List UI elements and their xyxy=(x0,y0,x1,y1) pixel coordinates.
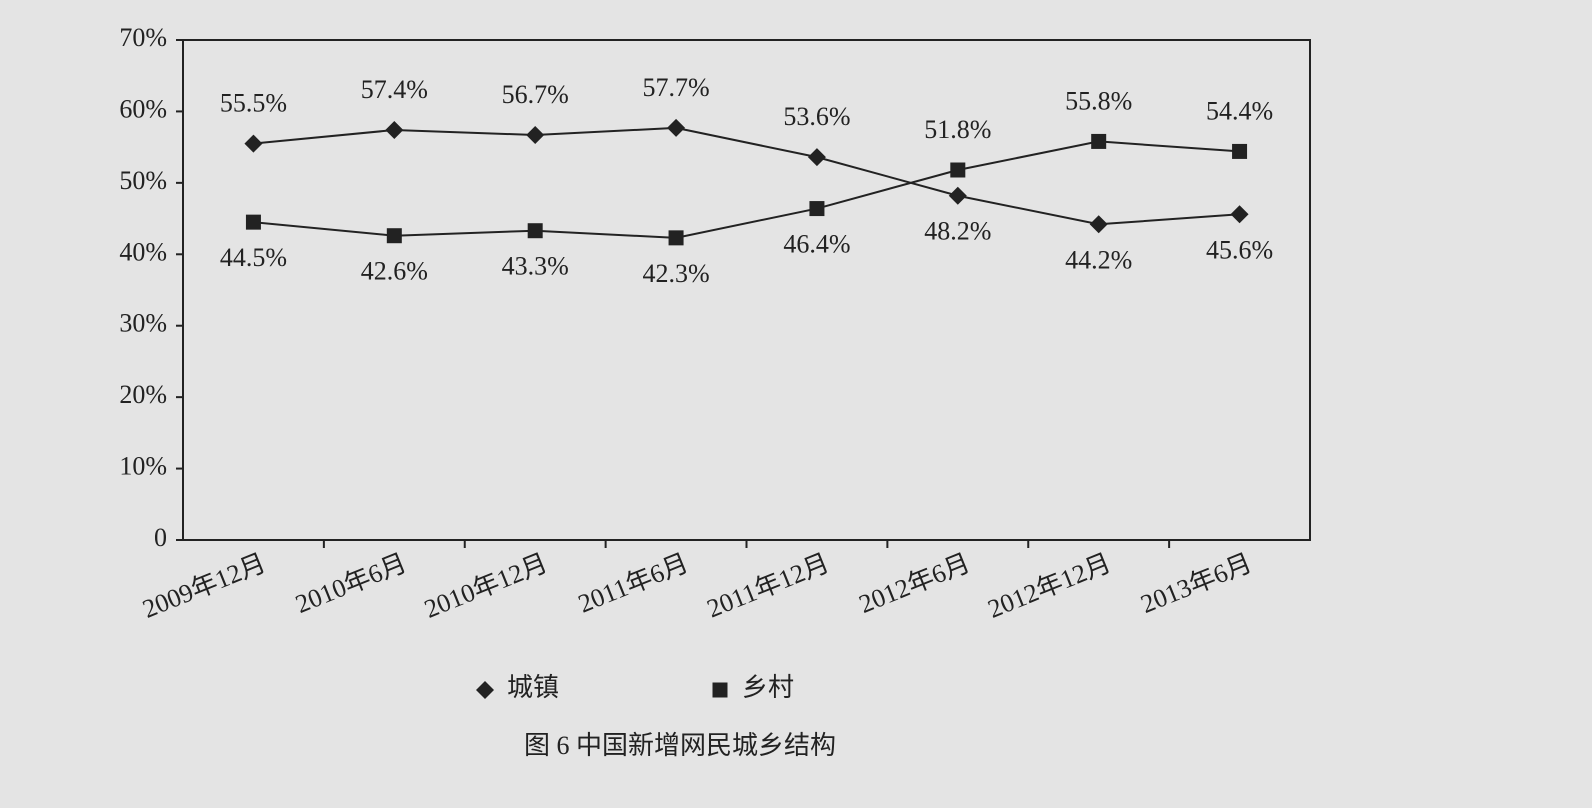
data-label: 48.2% xyxy=(924,217,991,246)
marker xyxy=(667,118,686,137)
data-label: 56.7% xyxy=(502,80,569,109)
marker xyxy=(807,148,826,167)
marker xyxy=(1091,133,1107,149)
marker xyxy=(1089,215,1108,234)
legend-label: 城镇 xyxy=(507,673,559,702)
legend-label: 乡村 xyxy=(742,673,794,702)
plot-frame xyxy=(182,39,1311,541)
marker xyxy=(950,162,966,178)
x-tick-label: 2011年12月 xyxy=(703,548,834,623)
data-label: 51.8% xyxy=(924,115,991,144)
y-tick-label: 70% xyxy=(119,23,167,52)
marker xyxy=(527,223,543,239)
marker xyxy=(386,228,402,244)
marker xyxy=(712,682,728,698)
chart-caption: 图 6 中国新增网民城乡结构 xyxy=(524,731,836,760)
data-label: 42.3% xyxy=(642,259,709,288)
y-tick-label: 20% xyxy=(119,380,167,409)
x-tick-label: 2011年6月 xyxy=(574,548,692,618)
data-label: 55.8% xyxy=(1065,86,1132,115)
x-tick-label: 2012年6月 xyxy=(855,548,974,619)
marker xyxy=(809,201,825,217)
data-label: 53.6% xyxy=(783,102,850,131)
x-tick-label: 2013年6月 xyxy=(1137,548,1256,619)
marker xyxy=(476,681,494,699)
y-tick-label: 50% xyxy=(119,166,167,195)
marker xyxy=(385,121,404,139)
y-tick-label: 10% xyxy=(119,452,167,481)
marker xyxy=(244,134,263,153)
y-tick-label: 30% xyxy=(119,309,167,338)
x-tick-label: 2012年12月 xyxy=(984,548,1115,624)
data-label: 42.6% xyxy=(361,257,428,286)
data-label: 43.3% xyxy=(502,252,569,281)
data-label: 57.7% xyxy=(642,73,709,102)
marker xyxy=(1232,143,1248,159)
y-tick-label: 40% xyxy=(119,237,167,266)
data-label: 44.5% xyxy=(220,243,287,272)
data-label: 54.4% xyxy=(1206,96,1273,125)
marker xyxy=(526,126,545,144)
x-tick-label: 2010年12月 xyxy=(420,548,551,624)
data-label: 55.5% xyxy=(220,89,287,118)
data-label: 46.4% xyxy=(783,230,850,259)
data-label: 44.2% xyxy=(1065,245,1132,274)
marker xyxy=(948,186,967,205)
series-line xyxy=(253,140,1240,239)
series-line xyxy=(253,126,1240,226)
data-label: 57.4% xyxy=(361,75,428,104)
marker xyxy=(245,214,261,230)
marker xyxy=(668,230,684,246)
y-tick-label: 60% xyxy=(119,94,167,123)
data-label: 45.6% xyxy=(1206,235,1273,264)
marker xyxy=(1230,205,1249,224)
x-tick-label: 2010年6月 xyxy=(291,548,410,619)
y-tick-label: 0 xyxy=(154,523,167,552)
x-tick-label: 2009年12月 xyxy=(139,548,270,624)
